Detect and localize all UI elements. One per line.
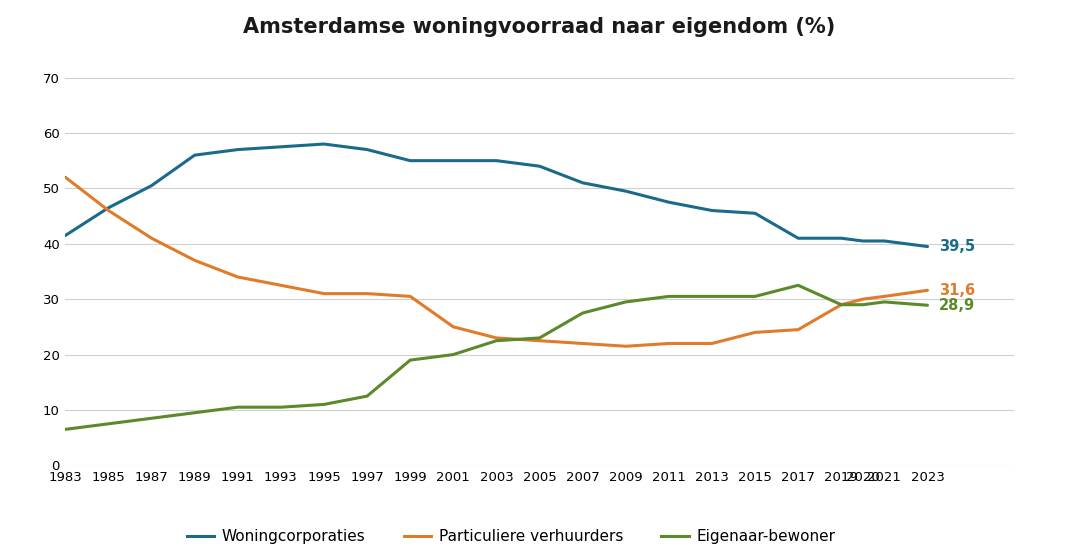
Woningcorporaties [189, 152, 202, 158]
Woningcorporaties [577, 179, 590, 186]
Eigenaar-bewoner [59, 426, 72, 433]
Woningcorporaties [791, 235, 804, 242]
Woningcorporaties [489, 157, 502, 164]
Text: 28,9: 28,9 [938, 297, 974, 313]
Particuliere verhuurders [145, 235, 158, 242]
Woningcorporaties [749, 210, 762, 217]
Eigenaar-bewoner [619, 299, 632, 305]
Eigenaar-bewoner [403, 357, 416, 363]
Particuliere verhuurders [705, 340, 718, 347]
Text: 39,5: 39,5 [938, 239, 974, 254]
Eigenaar-bewoner [857, 301, 870, 308]
Eigenaar-bewoner [577, 310, 590, 316]
Woningcorporaties [619, 188, 632, 194]
Title: Amsterdamse woningvoorraad naar eigendom (%): Amsterdamse woningvoorraad naar eigendom… [243, 17, 836, 37]
Particuliere verhuurders [231, 274, 244, 280]
Particuliere verhuurders [361, 290, 374, 297]
Particuliere verhuurders [403, 293, 416, 300]
Particuliere verhuurders [857, 296, 870, 302]
Particuliere verhuurders [835, 301, 848, 308]
Eigenaar-bewoner [275, 404, 288, 411]
Woningcorporaties [921, 243, 934, 250]
Particuliere verhuurders [877, 293, 891, 300]
Woningcorporaties [705, 207, 718, 214]
Eigenaar-bewoner [231, 404, 244, 411]
Woningcorporaties [59, 232, 72, 239]
Woningcorporaties [835, 235, 848, 242]
Eigenaar-bewoner [663, 293, 676, 300]
Line: Eigenaar-bewoner: Eigenaar-bewoner [65, 285, 928, 429]
Woningcorporaties [102, 204, 116, 211]
Particuliere verhuurders [663, 340, 676, 347]
Woningcorporaties [403, 157, 416, 164]
Eigenaar-bewoner [447, 351, 460, 358]
Particuliere verhuurders [489, 335, 502, 341]
Line: Particuliere verhuurders: Particuliere verhuurders [65, 177, 928, 346]
Eigenaar-bewoner [791, 282, 804, 289]
Line: Woningcorporaties: Woningcorporaties [65, 144, 928, 247]
Eigenaar-bewoner [317, 401, 330, 408]
Woningcorporaties [663, 199, 676, 206]
Particuliere verhuurders [275, 282, 288, 289]
Eigenaar-bewoner [533, 335, 546, 341]
Eigenaar-bewoner [102, 420, 116, 427]
Particuliere verhuurders [749, 329, 762, 336]
Woningcorporaties [857, 238, 870, 244]
Eigenaar-bewoner [489, 337, 502, 344]
Particuliere verhuurders [447, 324, 460, 330]
Particuliere verhuurders [59, 174, 72, 181]
Woningcorporaties [533, 163, 546, 170]
Woningcorporaties [447, 157, 460, 164]
Eigenaar-bewoner [749, 293, 762, 300]
Eigenaar-bewoner [145, 415, 158, 422]
Particuliere verhuurders [921, 287, 934, 294]
Eigenaar-bewoner [877, 299, 891, 305]
Particuliere verhuurders [533, 337, 546, 344]
Eigenaar-bewoner [921, 302, 934, 309]
Woningcorporaties [145, 182, 158, 189]
Particuliere verhuurders [189, 257, 202, 264]
Eigenaar-bewoner [189, 409, 202, 416]
Particuliere verhuurders [619, 343, 632, 350]
Text: 31,6: 31,6 [938, 283, 974, 298]
Particuliere verhuurders [317, 290, 330, 297]
Eigenaar-bewoner [361, 393, 374, 399]
Woningcorporaties [877, 238, 891, 244]
Legend: Woningcorporaties, Particuliere verhuurders, Eigenaar-bewoner: Woningcorporaties, Particuliere verhuurd… [181, 523, 841, 550]
Particuliere verhuurders [102, 207, 116, 214]
Eigenaar-bewoner [835, 301, 848, 308]
Woningcorporaties [317, 141, 330, 147]
Woningcorporaties [275, 143, 288, 150]
Particuliere verhuurders [577, 340, 590, 347]
Eigenaar-bewoner [705, 293, 718, 300]
Woningcorporaties [231, 146, 244, 153]
Woningcorporaties [361, 146, 374, 153]
Particuliere verhuurders [791, 326, 804, 333]
